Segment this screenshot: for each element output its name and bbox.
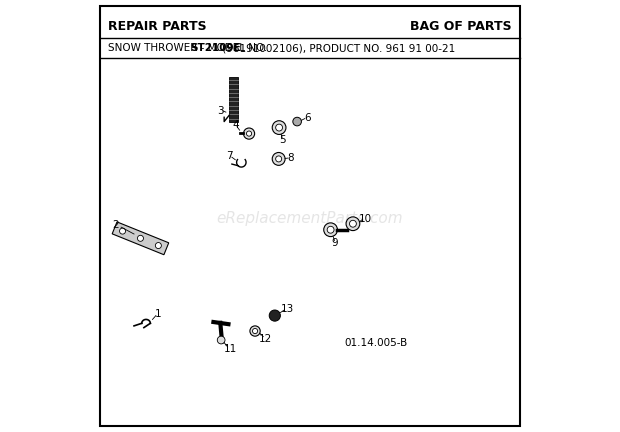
Circle shape (156, 242, 161, 248)
Circle shape (293, 117, 301, 126)
Circle shape (269, 310, 280, 321)
Text: 13: 13 (281, 304, 294, 314)
Text: 7: 7 (226, 151, 232, 161)
Text: 4: 4 (233, 120, 239, 130)
Circle shape (244, 128, 255, 139)
Text: 1: 1 (155, 309, 161, 319)
Circle shape (120, 228, 126, 234)
Polygon shape (112, 222, 169, 255)
Text: 12: 12 (259, 334, 272, 344)
Circle shape (217, 336, 225, 344)
Circle shape (272, 121, 286, 134)
Circle shape (350, 220, 356, 227)
Circle shape (138, 235, 143, 241)
Text: SNOW THROWER - MODEL NO.: SNOW THROWER - MODEL NO. (108, 43, 271, 53)
Circle shape (327, 226, 334, 233)
Text: eReplacementParts.com: eReplacementParts.com (216, 211, 404, 226)
Circle shape (276, 156, 281, 162)
Circle shape (247, 131, 252, 136)
Text: 2: 2 (112, 220, 119, 230)
Circle shape (276, 124, 283, 131)
Circle shape (346, 217, 360, 231)
Circle shape (252, 328, 258, 334)
Text: 9: 9 (332, 238, 338, 248)
Text: 3: 3 (218, 106, 224, 116)
Circle shape (250, 326, 260, 336)
Text: 10: 10 (359, 213, 373, 224)
Text: BAG OF PARTS: BAG OF PARTS (410, 20, 511, 33)
Text: ST2109E: ST2109E (191, 43, 241, 53)
Text: 5: 5 (279, 135, 286, 145)
Text: (96191002106), PRODUCT NO. 961 91 00-21: (96191002106), PRODUCT NO. 961 91 00-21 (219, 43, 455, 53)
Text: 6: 6 (304, 113, 311, 123)
Text: 01.14.005-B: 01.14.005-B (344, 338, 407, 348)
Circle shape (272, 152, 285, 165)
Polygon shape (229, 76, 238, 121)
Text: 11: 11 (224, 344, 237, 354)
Text: 8: 8 (288, 153, 294, 163)
Text: REPAIR PARTS: REPAIR PARTS (108, 20, 207, 33)
Circle shape (324, 223, 337, 237)
